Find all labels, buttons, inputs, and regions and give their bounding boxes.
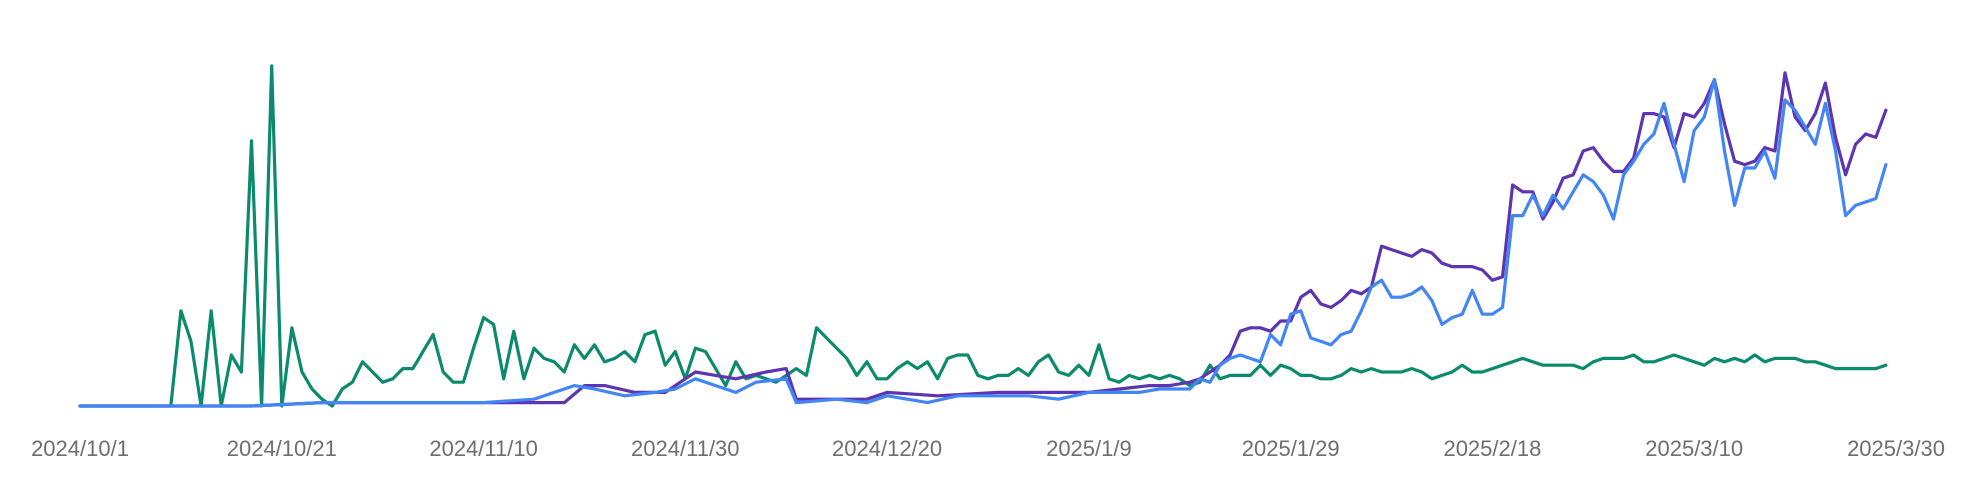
x-tick-label: 2025/2/18 [1443,436,1541,461]
x-tick-label: 2024/11/10 [429,436,537,461]
series-line-1 [78,64,1888,408]
x-tick-label: 2024/12/20 [832,436,942,461]
series-layer [78,64,1888,408]
x-axis: 2024/10/1 2024/10/21 2024/11/10 2024/11/30 2… [31,436,1945,461]
x-tick-label: 2024/10/1 [31,436,129,461]
x-tick-label: 2025/3/10 [1645,436,1743,461]
x-tick-label: 2025/3/30 [1847,436,1945,461]
series-line-2 [78,71,1888,408]
x-tick-label: 2025/1/29 [1242,436,1340,461]
x-tick-label: 2025/1/9 [1046,436,1132,461]
series-line-3 [78,78,1888,408]
x-tick-label: 2024/10/21 [227,436,337,461]
x-tick-label: 2024/11/30 [631,436,739,461]
